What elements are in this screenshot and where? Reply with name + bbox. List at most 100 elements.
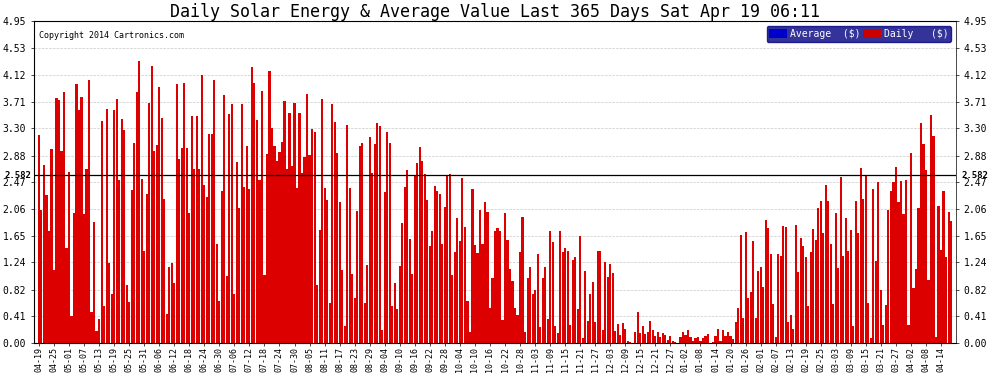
Bar — [522, 217, 524, 343]
Bar — [725, 336, 727, 343]
Bar — [158, 87, 160, 343]
Bar — [679, 337, 681, 343]
Bar — [141, 179, 143, 343]
Bar — [193, 169, 195, 343]
Bar — [93, 222, 95, 343]
Bar — [103, 306, 105, 343]
Bar — [368, 137, 371, 343]
Bar — [118, 180, 120, 343]
Bar — [625, 329, 627, 343]
Bar — [336, 153, 339, 343]
Bar — [111, 294, 113, 343]
Bar — [50, 149, 52, 343]
Bar — [83, 214, 85, 343]
Bar — [434, 186, 436, 343]
Bar — [582, 338, 584, 343]
Bar — [820, 201, 822, 343]
Bar — [938, 206, 940, 343]
Bar — [764, 220, 766, 343]
Bar — [877, 183, 879, 343]
Bar — [651, 330, 654, 343]
Bar — [502, 320, 504, 343]
Bar — [381, 330, 383, 343]
Bar — [913, 288, 915, 343]
Bar — [849, 230, 852, 343]
Bar — [614, 331, 617, 343]
Bar — [612, 273, 614, 343]
Bar — [52, 270, 55, 343]
Bar — [304, 156, 306, 343]
Bar — [787, 322, 789, 343]
Bar — [504, 213, 506, 343]
Bar — [835, 213, 837, 343]
Bar — [78, 110, 80, 343]
Bar — [667, 340, 669, 343]
Bar — [908, 325, 910, 343]
Bar — [597, 251, 599, 343]
Bar — [250, 68, 253, 343]
Bar — [464, 227, 466, 343]
Bar — [910, 153, 912, 343]
Bar — [576, 309, 579, 343]
Bar — [486, 212, 488, 343]
Bar — [378, 126, 381, 343]
Bar — [278, 152, 280, 343]
Text: Copyright 2014 Cartronics.com: Copyright 2014 Cartronics.com — [39, 31, 183, 40]
Bar — [744, 232, 746, 343]
Bar — [527, 278, 529, 343]
Bar — [144, 251, 146, 343]
Bar — [461, 178, 463, 343]
Bar — [584, 271, 586, 343]
Bar — [627, 341, 629, 343]
Bar — [344, 327, 346, 343]
Bar — [255, 120, 258, 343]
Bar — [544, 267, 546, 343]
Bar — [288, 113, 291, 343]
Bar — [940, 250, 942, 343]
Bar — [406, 170, 408, 343]
Bar — [887, 210, 889, 343]
Bar — [316, 285, 318, 343]
Bar — [933, 136, 935, 343]
Bar — [234, 294, 236, 343]
Bar — [730, 336, 732, 343]
Bar — [867, 303, 869, 343]
Bar — [644, 334, 646, 343]
Bar — [699, 340, 702, 343]
Bar — [404, 188, 406, 343]
Bar — [348, 188, 350, 343]
Bar — [546, 319, 548, 343]
Bar — [453, 252, 456, 343]
Bar — [253, 82, 255, 343]
Bar — [524, 332, 526, 343]
Bar — [529, 267, 532, 343]
Bar — [499, 231, 501, 343]
Bar — [155, 145, 157, 343]
Bar — [672, 341, 674, 343]
Text: 2.582: 2.582 — [961, 171, 988, 180]
Bar — [311, 129, 313, 343]
Bar — [396, 309, 398, 343]
Bar — [181, 148, 183, 343]
Bar — [63, 93, 65, 343]
Bar — [226, 276, 228, 343]
Bar — [273, 146, 275, 343]
Bar — [98, 319, 100, 343]
Bar — [662, 333, 664, 343]
Bar — [737, 309, 740, 343]
Bar — [532, 294, 534, 343]
Bar — [138, 62, 141, 343]
Bar — [872, 189, 874, 343]
Bar — [880, 290, 882, 343]
Bar — [326, 200, 328, 343]
Bar — [800, 238, 802, 343]
Bar — [106, 109, 108, 343]
Bar — [842, 256, 844, 343]
Bar — [617, 324, 619, 343]
Bar — [630, 342, 632, 343]
Bar — [777, 254, 779, 343]
Bar — [925, 170, 927, 343]
Bar — [446, 175, 448, 343]
Bar — [512, 281, 514, 343]
Bar — [569, 325, 571, 343]
